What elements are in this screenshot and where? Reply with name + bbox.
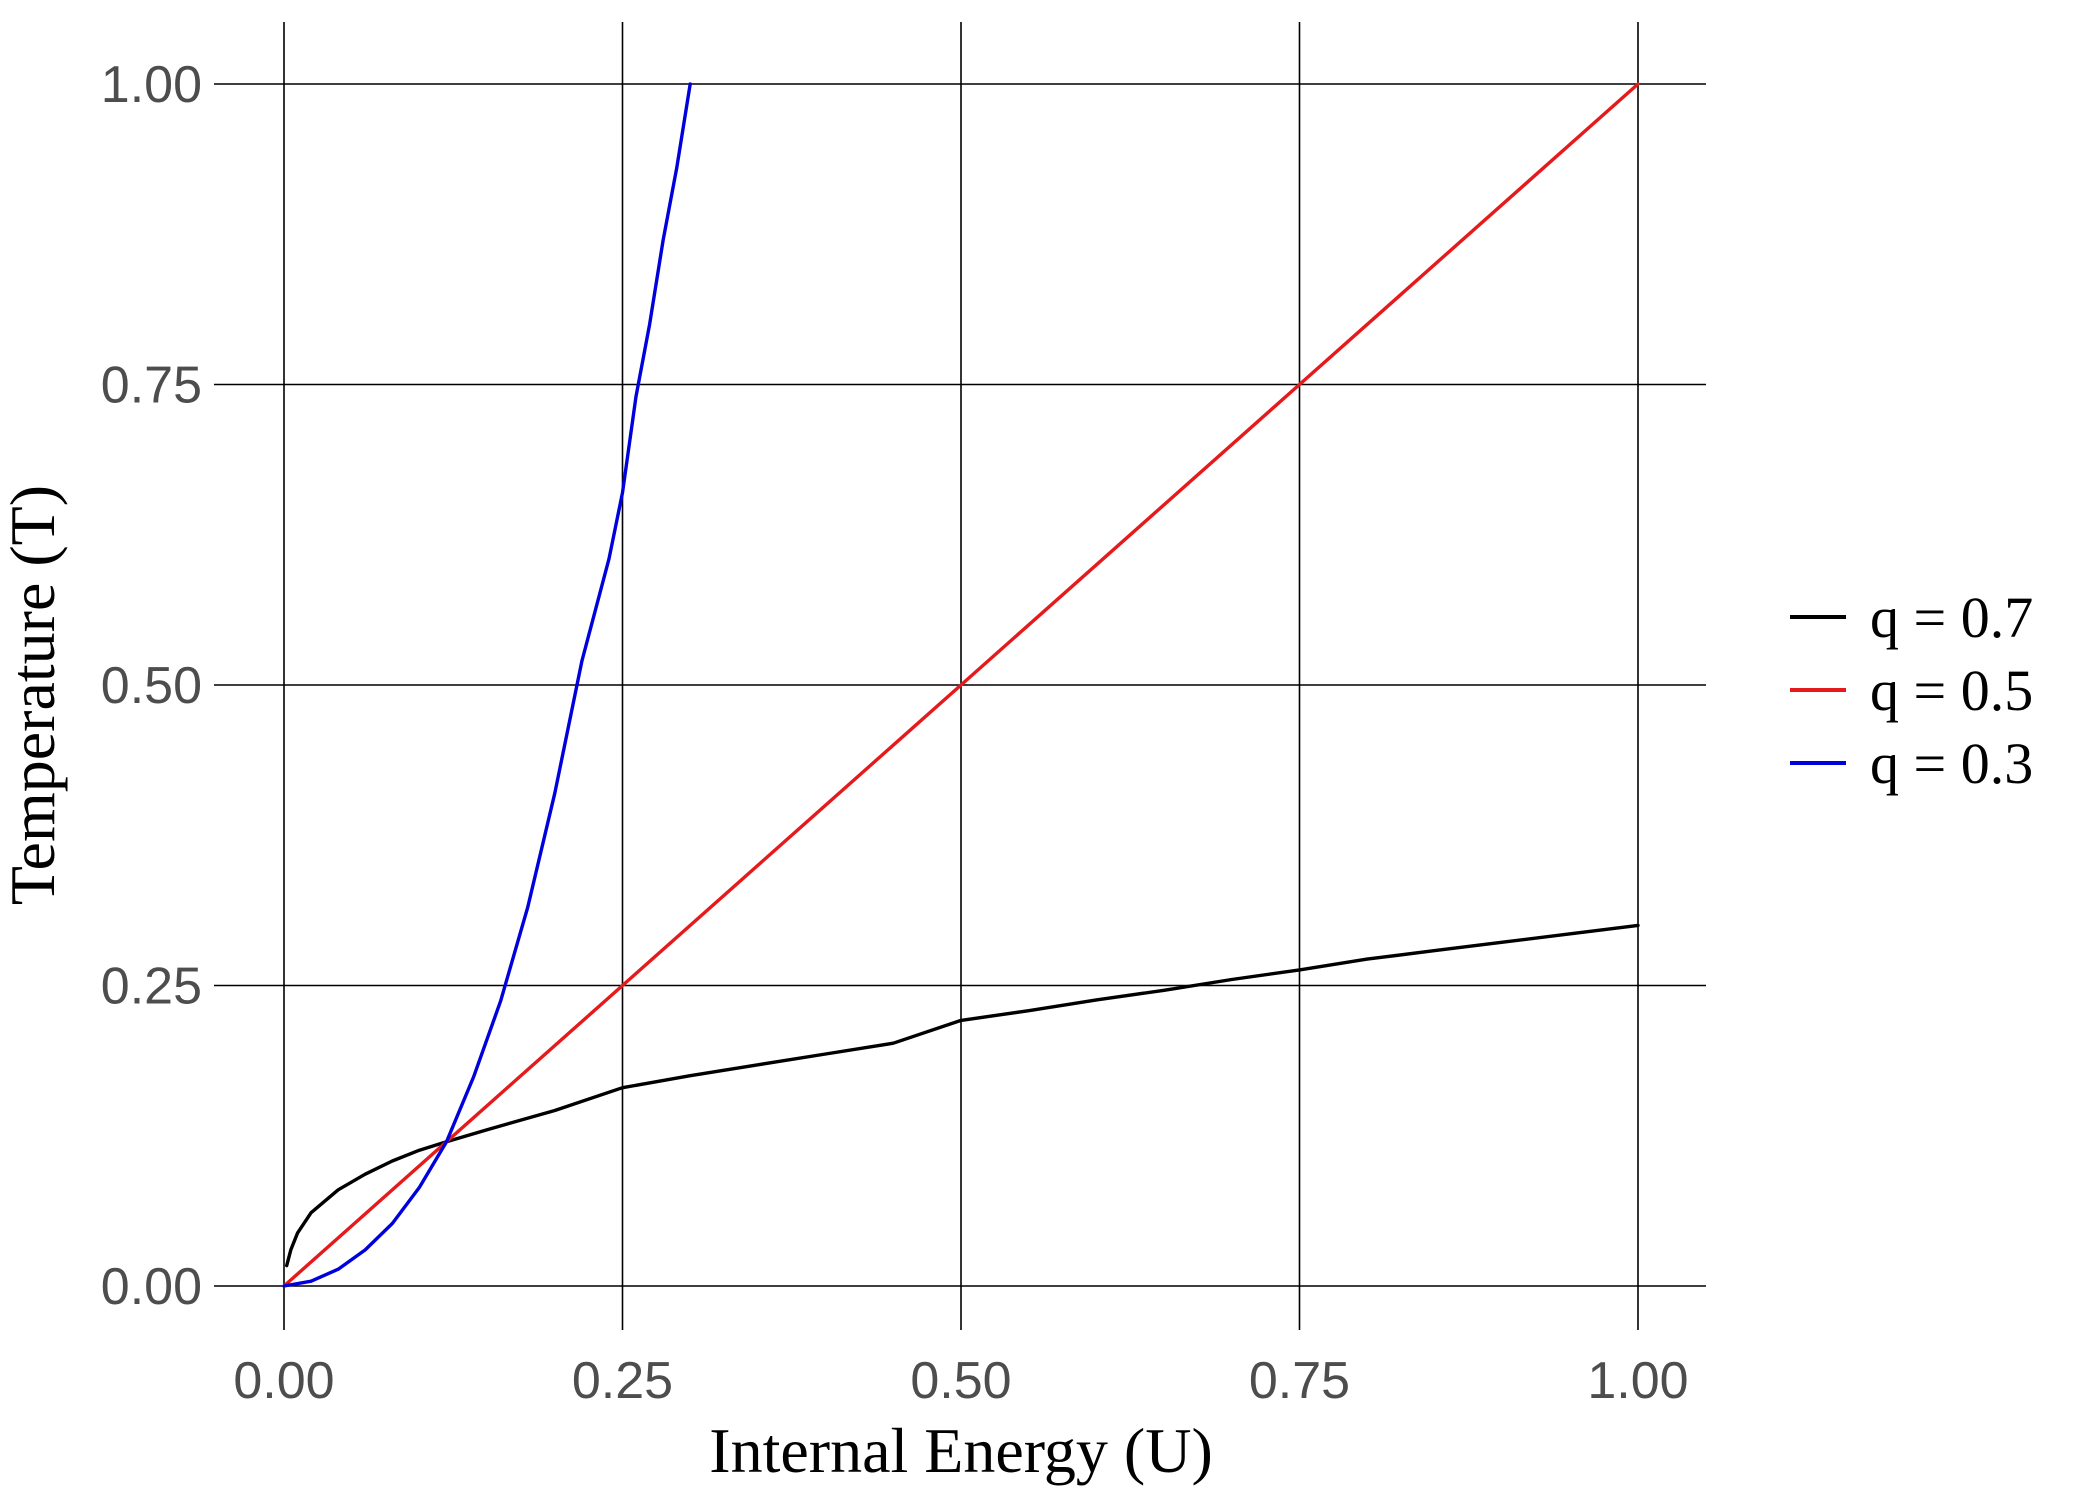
- x-tick-label: 0.25: [572, 1352, 673, 1410]
- x-axis-ticks: 0.00 0.25 0.50 0.75 1.00: [233, 1352, 1688, 1410]
- x-tick-label: 0.50: [910, 1352, 1011, 1410]
- legend-label: q = 0.7: [1870, 585, 2033, 650]
- x-tick-label: 1.00: [1587, 1352, 1688, 1410]
- y-tick-label: 0.75: [101, 357, 202, 415]
- legend-item: q = 0.5: [1790, 658, 2033, 723]
- series-line-3: [282, 82, 692, 1288]
- x-tick-label: 0.75: [1249, 1352, 1350, 1410]
- y-tick-label: 1.00: [101, 56, 202, 114]
- legend: q = 0.7 q = 0.5 q = 0.3: [1790, 585, 2033, 796]
- series-line-1: [285, 923, 1640, 1268]
- legend-label: q = 0.3: [1870, 731, 2033, 796]
- y-tick-label: 0.50: [101, 657, 202, 715]
- x-axis-title: Internal Energy (U): [709, 1415, 1213, 1486]
- x-tick-label: 0.00: [233, 1352, 334, 1410]
- y-tick-label: 0.00: [101, 1258, 202, 1316]
- legend-item: q = 0.7: [1790, 585, 2033, 650]
- legend-item: q = 0.3: [1790, 731, 2033, 796]
- series-line-2: [282, 82, 1640, 1288]
- legend-label: q = 0.5: [1870, 658, 2033, 723]
- y-axis-title: Temperature (T): [0, 485, 68, 905]
- grid: [214, 22, 1706, 1330]
- y-tick-label: 0.25: [101, 958, 202, 1016]
- series-lines: [282, 82, 1640, 1288]
- y-axis-ticks: 0.00 0.25 0.50 0.75 1.00: [101, 56, 202, 1316]
